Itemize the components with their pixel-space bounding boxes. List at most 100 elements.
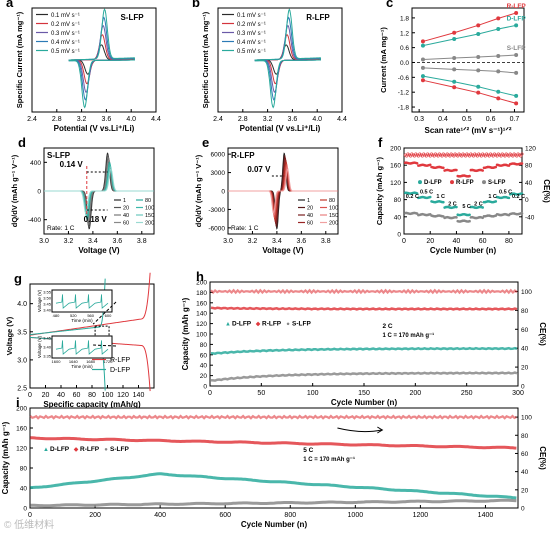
plot-frame [29,407,519,509]
x-tick-label: 3.8 [137,238,147,245]
series-label: S-LFP [507,45,526,52]
cv-curve-4 [254,16,321,101]
x-tick-label: 2.4 [27,116,37,123]
capacity-point [415,192,419,195]
data-point [496,16,501,21]
x-tick-label: 2.4 [213,116,223,123]
x-tick-label: 300 [512,390,524,397]
ce-point [428,154,432,158]
ce-point [507,154,511,158]
legend-entry: 40 [307,213,313,219]
x-tick-label: 3.0 [39,238,49,245]
legend-entry: 0.1 mV s⁻¹ [51,13,80,19]
rate-label: 2 C [448,202,457,208]
capacity-point [442,200,445,204]
rate-label: 2 C [474,202,483,208]
y2-tick-label: 20 [521,487,529,494]
x-tick-label: 0 [402,238,406,245]
inset: 480 520 560 600 3.403.453.503.55 Time (min) Vo… [37,289,113,323]
y-tick-label: 120 [16,446,27,453]
y-tick-label: 6000 [211,152,226,159]
y-tick-label: -1.8 [398,105,410,112]
y-tick-label: 3.0 [17,357,27,364]
ce-point [515,154,519,158]
capacity-point [428,195,432,199]
legend-entry: 0.1 mV s⁻¹ [237,13,266,19]
inset: 1600 1640 1680 1720 3.35 3.40 3.45 Time (min) Vo… [37,335,113,369]
ce-point [464,154,468,158]
y-tick-label: 4.0 [17,301,27,308]
watermark: © 低维材料 [4,520,55,531]
y-tick-label: 2.5 [17,386,27,393]
x-axis-label: Scan rate¹ᐟ² (mV s⁻¹)¹ᐟ² [424,126,511,135]
y-tick-label: 1.8 [400,15,409,22]
y-tick-label: 40 [20,486,28,493]
x-tick-label: 1000 [348,512,364,519]
legend-entry: R-LFP [110,357,131,364]
x-tick-label: 3.6 [288,116,298,123]
capacity-curve-S [30,498,517,508]
capacity-curve-D [210,346,518,355]
panel-label: d [18,135,26,150]
x-tick-label: 4.4 [151,116,161,123]
ce-point [499,154,503,158]
legend-entry: R-LFP [262,321,282,328]
x-axis-label: Voltage (V) [78,246,120,255]
x-tick-label: 80 [88,392,96,399]
x-tick-label: 4.4 [337,116,347,123]
ce-point [452,154,456,158]
plot-frame [403,147,523,235]
inset-x-tick: 1680 [86,359,96,364]
rate-label: 5 C [303,447,313,454]
inset-y-tick: 3.35 [43,354,52,359]
data-point [452,30,457,35]
y-tick-label: 0 [221,189,225,196]
y-tick-label: 0.0 [400,60,409,67]
x-tick-label: 200 [409,390,421,397]
y2-tick-label: 0 [525,197,529,204]
y2-axis-label: CE(%) [542,179,551,203]
x-tick-label: 400 [154,512,166,519]
x-tick-label: 0.6 [486,116,496,123]
x-tick-label: 0.5 [462,116,472,123]
y-tick-label: 0 [203,384,207,391]
x-tick-label: 60 [479,238,487,245]
legend-entry: 200 [329,221,338,227]
zoom-box [94,325,110,344]
legend-entry: 40 [123,213,129,219]
y2-tick-label: 40 [521,469,529,476]
ce-point [424,154,428,158]
data-point [514,101,519,106]
ce-point [483,154,487,158]
legend-marker [482,180,486,185]
ce-point [456,154,460,158]
legend-entry: D-LFP [232,321,252,328]
legend-marker [450,180,454,185]
panel-title: R-LFP [306,13,330,22]
data-point [420,74,425,79]
rate-label: 5 C [462,204,471,210]
x-tick-label: 250 [461,390,473,397]
ce-point [444,154,448,158]
x-tick-label: 3.8 [321,238,331,245]
legend-entry: D-LFP [424,180,442,186]
x-tick-label: 0.7 [510,116,520,123]
rate-label: 2 C [382,323,392,330]
panel-title: R-LFP [231,151,255,160]
y2-tick-label: 80 [521,433,529,440]
x-tick-label: 3.0 [223,238,233,245]
inset-frame [51,335,113,359]
data-point [420,65,425,70]
plot-frame [31,7,157,113]
capacity-point [520,212,524,215]
x-tick-label: 3.2 [77,116,87,123]
inset-y-tick: 3.40 [43,308,52,313]
capacity-point [520,192,524,195]
legend-entry: 100 [329,206,338,212]
legend-marker: ● [286,322,290,328]
y2-tick-label: 60 [521,451,529,458]
data-point [420,39,425,44]
y-tick-label: 180 [196,290,207,297]
capacity-curve-R [210,306,518,311]
